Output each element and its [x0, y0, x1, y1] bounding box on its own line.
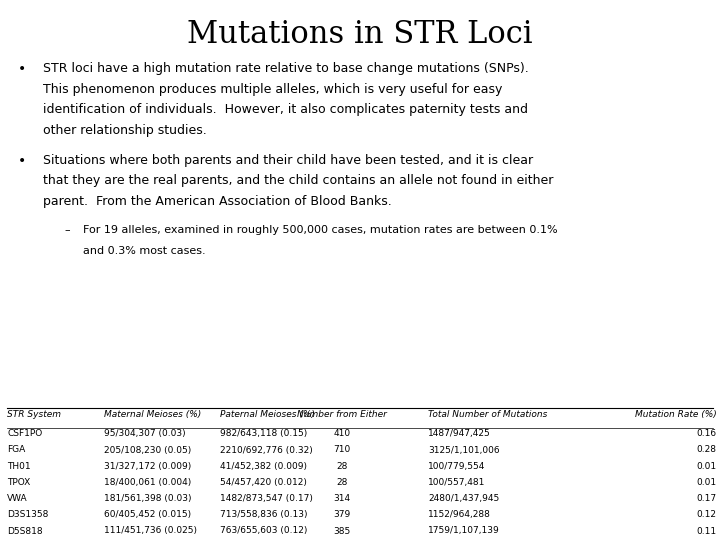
Text: 710: 710: [333, 446, 351, 455]
Text: TPOX: TPOX: [7, 478, 30, 487]
Text: 0.01: 0.01: [696, 478, 716, 487]
Text: 1487/947,425: 1487/947,425: [428, 429, 491, 438]
Text: 41/452,382 (0.009): 41/452,382 (0.009): [220, 462, 307, 471]
Text: 181/561,398 (0.03): 181/561,398 (0.03): [104, 494, 192, 503]
Text: •: •: [18, 62, 26, 76]
Text: 713/558,836 (0.13): 713/558,836 (0.13): [220, 510, 307, 519]
Text: TH01: TH01: [7, 462, 31, 471]
Text: CSF1PO: CSF1PO: [7, 429, 42, 438]
Text: that they are the real parents, and the child contains an allele not found in ei: that they are the real parents, and the …: [43, 174, 554, 187]
Text: 0.28: 0.28: [696, 446, 716, 455]
Text: 111/451,736 (0.025): 111/451,736 (0.025): [104, 526, 197, 536]
Text: STR System: STR System: [7, 410, 61, 420]
Text: STR loci have a high mutation rate relative to base change mutations (SNPs).: STR loci have a high mutation rate relat…: [43, 62, 529, 75]
Text: 0.16: 0.16: [696, 429, 716, 438]
Text: identification of individuals.  However, it also complicates paternity tests and: identification of individuals. However, …: [43, 103, 528, 116]
Text: 28: 28: [336, 478, 348, 487]
Text: Number from Either: Number from Either: [297, 410, 387, 420]
Text: 1482/873,547 (0.17): 1482/873,547 (0.17): [220, 494, 312, 503]
Text: For 19 alleles, examined in roughly 500,000 cases, mutation rates are between 0.: For 19 alleles, examined in roughly 500,…: [83, 225, 557, 235]
Text: 18/400,061 (0.004): 18/400,061 (0.004): [104, 478, 192, 487]
Text: This phenomenon produces multiple alleles, which is very useful for easy: This phenomenon produces multiple allele…: [43, 83, 503, 96]
Text: parent.  From the American Association of Blood Banks.: parent. From the American Association of…: [43, 195, 392, 208]
Text: Total Number of Mutations: Total Number of Mutations: [428, 410, 548, 420]
Text: •: •: [18, 154, 26, 168]
Text: VWA: VWA: [7, 494, 28, 503]
Text: 379: 379: [333, 510, 351, 519]
Text: D5S818: D5S818: [7, 526, 42, 536]
Text: 314: 314: [333, 494, 351, 503]
Text: 31/327,172 (0.009): 31/327,172 (0.009): [104, 462, 192, 471]
Text: Paternal Meioses (%): Paternal Meioses (%): [220, 410, 315, 420]
Text: 205/108,230 (0.05): 205/108,230 (0.05): [104, 446, 192, 455]
Text: 982/643,118 (0.15): 982/643,118 (0.15): [220, 429, 307, 438]
Text: 2480/1,437,945: 2480/1,437,945: [428, 494, 500, 503]
Text: 763/655,603 (0.12): 763/655,603 (0.12): [220, 526, 307, 536]
Text: 3125/1,101,006: 3125/1,101,006: [428, 446, 500, 455]
Text: 0.01: 0.01: [696, 462, 716, 471]
Text: 95/304,307 (0.03): 95/304,307 (0.03): [104, 429, 186, 438]
Text: 1759/1,107,139: 1759/1,107,139: [428, 526, 500, 536]
Text: Maternal Meioses (%): Maternal Meioses (%): [104, 410, 202, 420]
Text: 0.11: 0.11: [696, 526, 716, 536]
Text: 2210/692,776 (0.32): 2210/692,776 (0.32): [220, 446, 312, 455]
Text: 100/557,481: 100/557,481: [428, 478, 486, 487]
Text: 0.12: 0.12: [696, 510, 716, 519]
Text: 385: 385: [333, 526, 351, 536]
Text: 1152/964,288: 1152/964,288: [428, 510, 491, 519]
Text: 60/405,452 (0.015): 60/405,452 (0.015): [104, 510, 192, 519]
Text: –: –: [65, 225, 71, 235]
Text: and 0.3% most cases.: and 0.3% most cases.: [83, 246, 205, 256]
Text: other relationship studies.: other relationship studies.: [43, 124, 207, 137]
Text: 0.17: 0.17: [696, 494, 716, 503]
Text: Mutations in STR Loci: Mutations in STR Loci: [187, 19, 533, 50]
Text: Mutation Rate (%): Mutation Rate (%): [634, 410, 716, 420]
Text: FGA: FGA: [7, 446, 25, 455]
Text: 28: 28: [336, 462, 348, 471]
Text: Situations where both parents and their child have been tested, and it is clear: Situations where both parents and their …: [43, 154, 534, 167]
Text: 54/457,420 (0.012): 54/457,420 (0.012): [220, 478, 307, 487]
Text: 410: 410: [333, 429, 351, 438]
Text: 100/779,554: 100/779,554: [428, 462, 486, 471]
Text: D3S1358: D3S1358: [7, 510, 48, 519]
